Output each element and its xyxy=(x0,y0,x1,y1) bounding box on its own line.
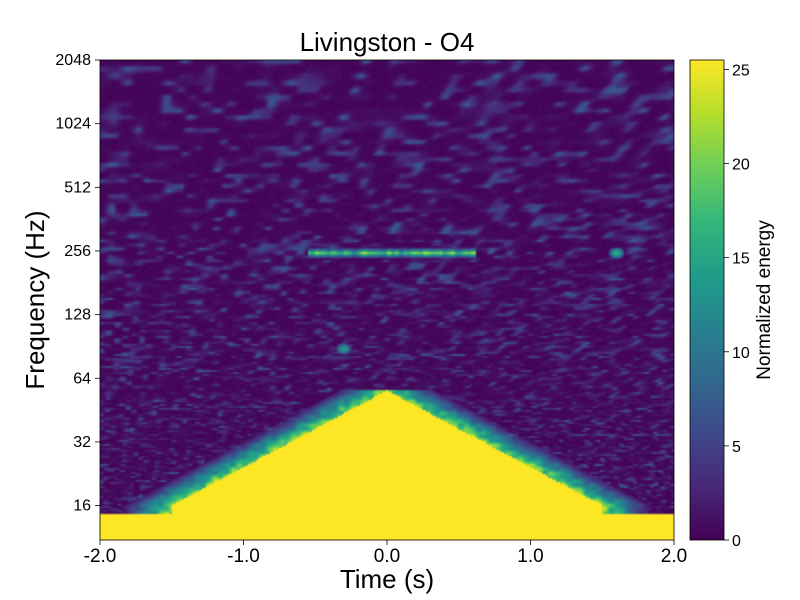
x-tick-label: 0.0 xyxy=(374,546,400,567)
y-tick-label: 128 xyxy=(64,307,91,324)
x-axis-label: Time (s) xyxy=(340,564,434,594)
x-axis: -2.0 -1.0 0.0 1.0 2.0 xyxy=(84,540,687,567)
y-tick-label: 32 xyxy=(73,434,91,451)
y-tick-label: 512 xyxy=(64,179,91,196)
x-tick-label: -1.0 xyxy=(227,546,260,567)
heatmap-image xyxy=(100,60,674,540)
y-tick-label: 256 xyxy=(64,243,91,260)
x-tick-label: 2.0 xyxy=(661,546,687,567)
y-axis-label: Frequency (Hz) xyxy=(20,210,50,389)
spectrogram xyxy=(99,59,675,541)
colorbar-tick-label: 0 xyxy=(732,533,741,550)
chart-title: Livingston - O4 xyxy=(300,27,475,57)
y-tick-label: 16 xyxy=(73,498,91,515)
y-axis: 16 32 64 128 256 512 1024 2048 xyxy=(55,52,100,515)
colorbar-ticks: 0 5 10 15 20 25 xyxy=(724,62,750,550)
y-tick-label: 1024 xyxy=(55,116,91,133)
colorbar-label: Normalized energy xyxy=(754,220,775,380)
x-tick-label: 1.0 xyxy=(517,546,543,567)
colorbar-tick-label: 15 xyxy=(732,251,750,268)
colorbar-gradient xyxy=(689,59,725,541)
y-tick-label: 64 xyxy=(73,370,91,387)
colorbar-tick-label: 10 xyxy=(732,345,750,362)
x-tick-label: -2.0 xyxy=(84,546,117,567)
colorbar: 0 5 10 15 20 25 Normalized energy xyxy=(689,59,775,550)
colorbar-tick-label: 5 xyxy=(732,439,741,456)
colorbar-tick-label: 20 xyxy=(732,157,750,174)
colorbar-tick-label: 25 xyxy=(732,62,750,79)
y-tick-label: 2048 xyxy=(55,52,91,69)
